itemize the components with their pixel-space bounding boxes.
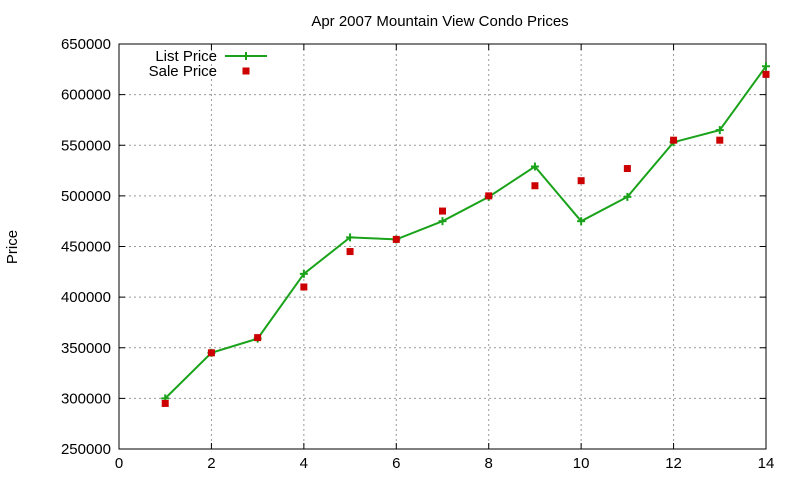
chart-title: Apr 2007 Mountain View Condo Prices: [311, 13, 568, 30]
legend-swatch-sale-price: [242, 67, 250, 75]
y-tick-label: 550000: [61, 137, 111, 154]
legend-label-list-price: List Price: [155, 48, 217, 65]
x-tick-label: 14: [758, 455, 775, 472]
legend: List Price Sale Price: [149, 48, 267, 80]
sale-price-point: [623, 165, 631, 173]
plot-border: [118, 43, 767, 450]
grid: [119, 44, 766, 449]
x-tick-label: 4: [300, 455, 308, 472]
y-tick-label: 450000: [61, 239, 111, 256]
list-price-line: [164, 65, 767, 400]
y-tick-label: 300000: [61, 390, 111, 407]
sale-price-point: [531, 182, 539, 190]
x-tick-label: 8: [485, 455, 493, 472]
sale-price-point: [762, 70, 770, 78]
sale-price-point: [207, 349, 215, 357]
list-price-point: [762, 62, 770, 71]
y-axis-label: Price: [4, 230, 21, 264]
y-tick-label: 600000: [61, 87, 111, 104]
y-tick-label: 400000: [61, 289, 111, 306]
list-price-point: [438, 217, 447, 226]
sale-price-point: [716, 136, 724, 144]
sale-price-point: [439, 207, 446, 215]
y-tick-label: 250000: [61, 441, 111, 458]
legend-label-sale-price: Sale Price: [149, 63, 217, 80]
y-axis-ticks: 250000 300000 350000 400000 450000 500000 5500…: [61, 36, 766, 458]
sale-price-point: [300, 283, 308, 291]
x-tick-label: 12: [665, 455, 682, 472]
y-tick-label: 650000: [61, 36, 111, 53]
sale-price-point: [254, 334, 262, 342]
y-tick-label: 350000: [61, 340, 111, 357]
sale-price-point: [485, 192, 493, 200]
sale-price-point: [670, 136, 678, 144]
list-price-point: [577, 217, 586, 226]
x-tick-label: 6: [392, 455, 400, 472]
list-price-point: [623, 192, 632, 201]
sale-price-point: [346, 248, 354, 256]
series: [161, 62, 770, 407]
y-tick-label: 500000: [61, 188, 111, 205]
x-tick-label: 10: [573, 455, 590, 472]
list-price-point: [530, 162, 539, 171]
sale-price-point: [392, 235, 400, 243]
list-price-point: [715, 126, 724, 135]
x-tick-label: 2: [207, 455, 215, 472]
list-price-point: [346, 233, 355, 242]
x-axis-ticks: 0 2 4 6 8 10 12 14: [115, 44, 775, 472]
list-price-point: [299, 269, 308, 278]
sale-price-point: [161, 399, 169, 407]
legend-marker-list-price: [242, 52, 250, 60]
x-tick-label: 0: [115, 455, 123, 472]
sale-price-point: [577, 177, 585, 185]
